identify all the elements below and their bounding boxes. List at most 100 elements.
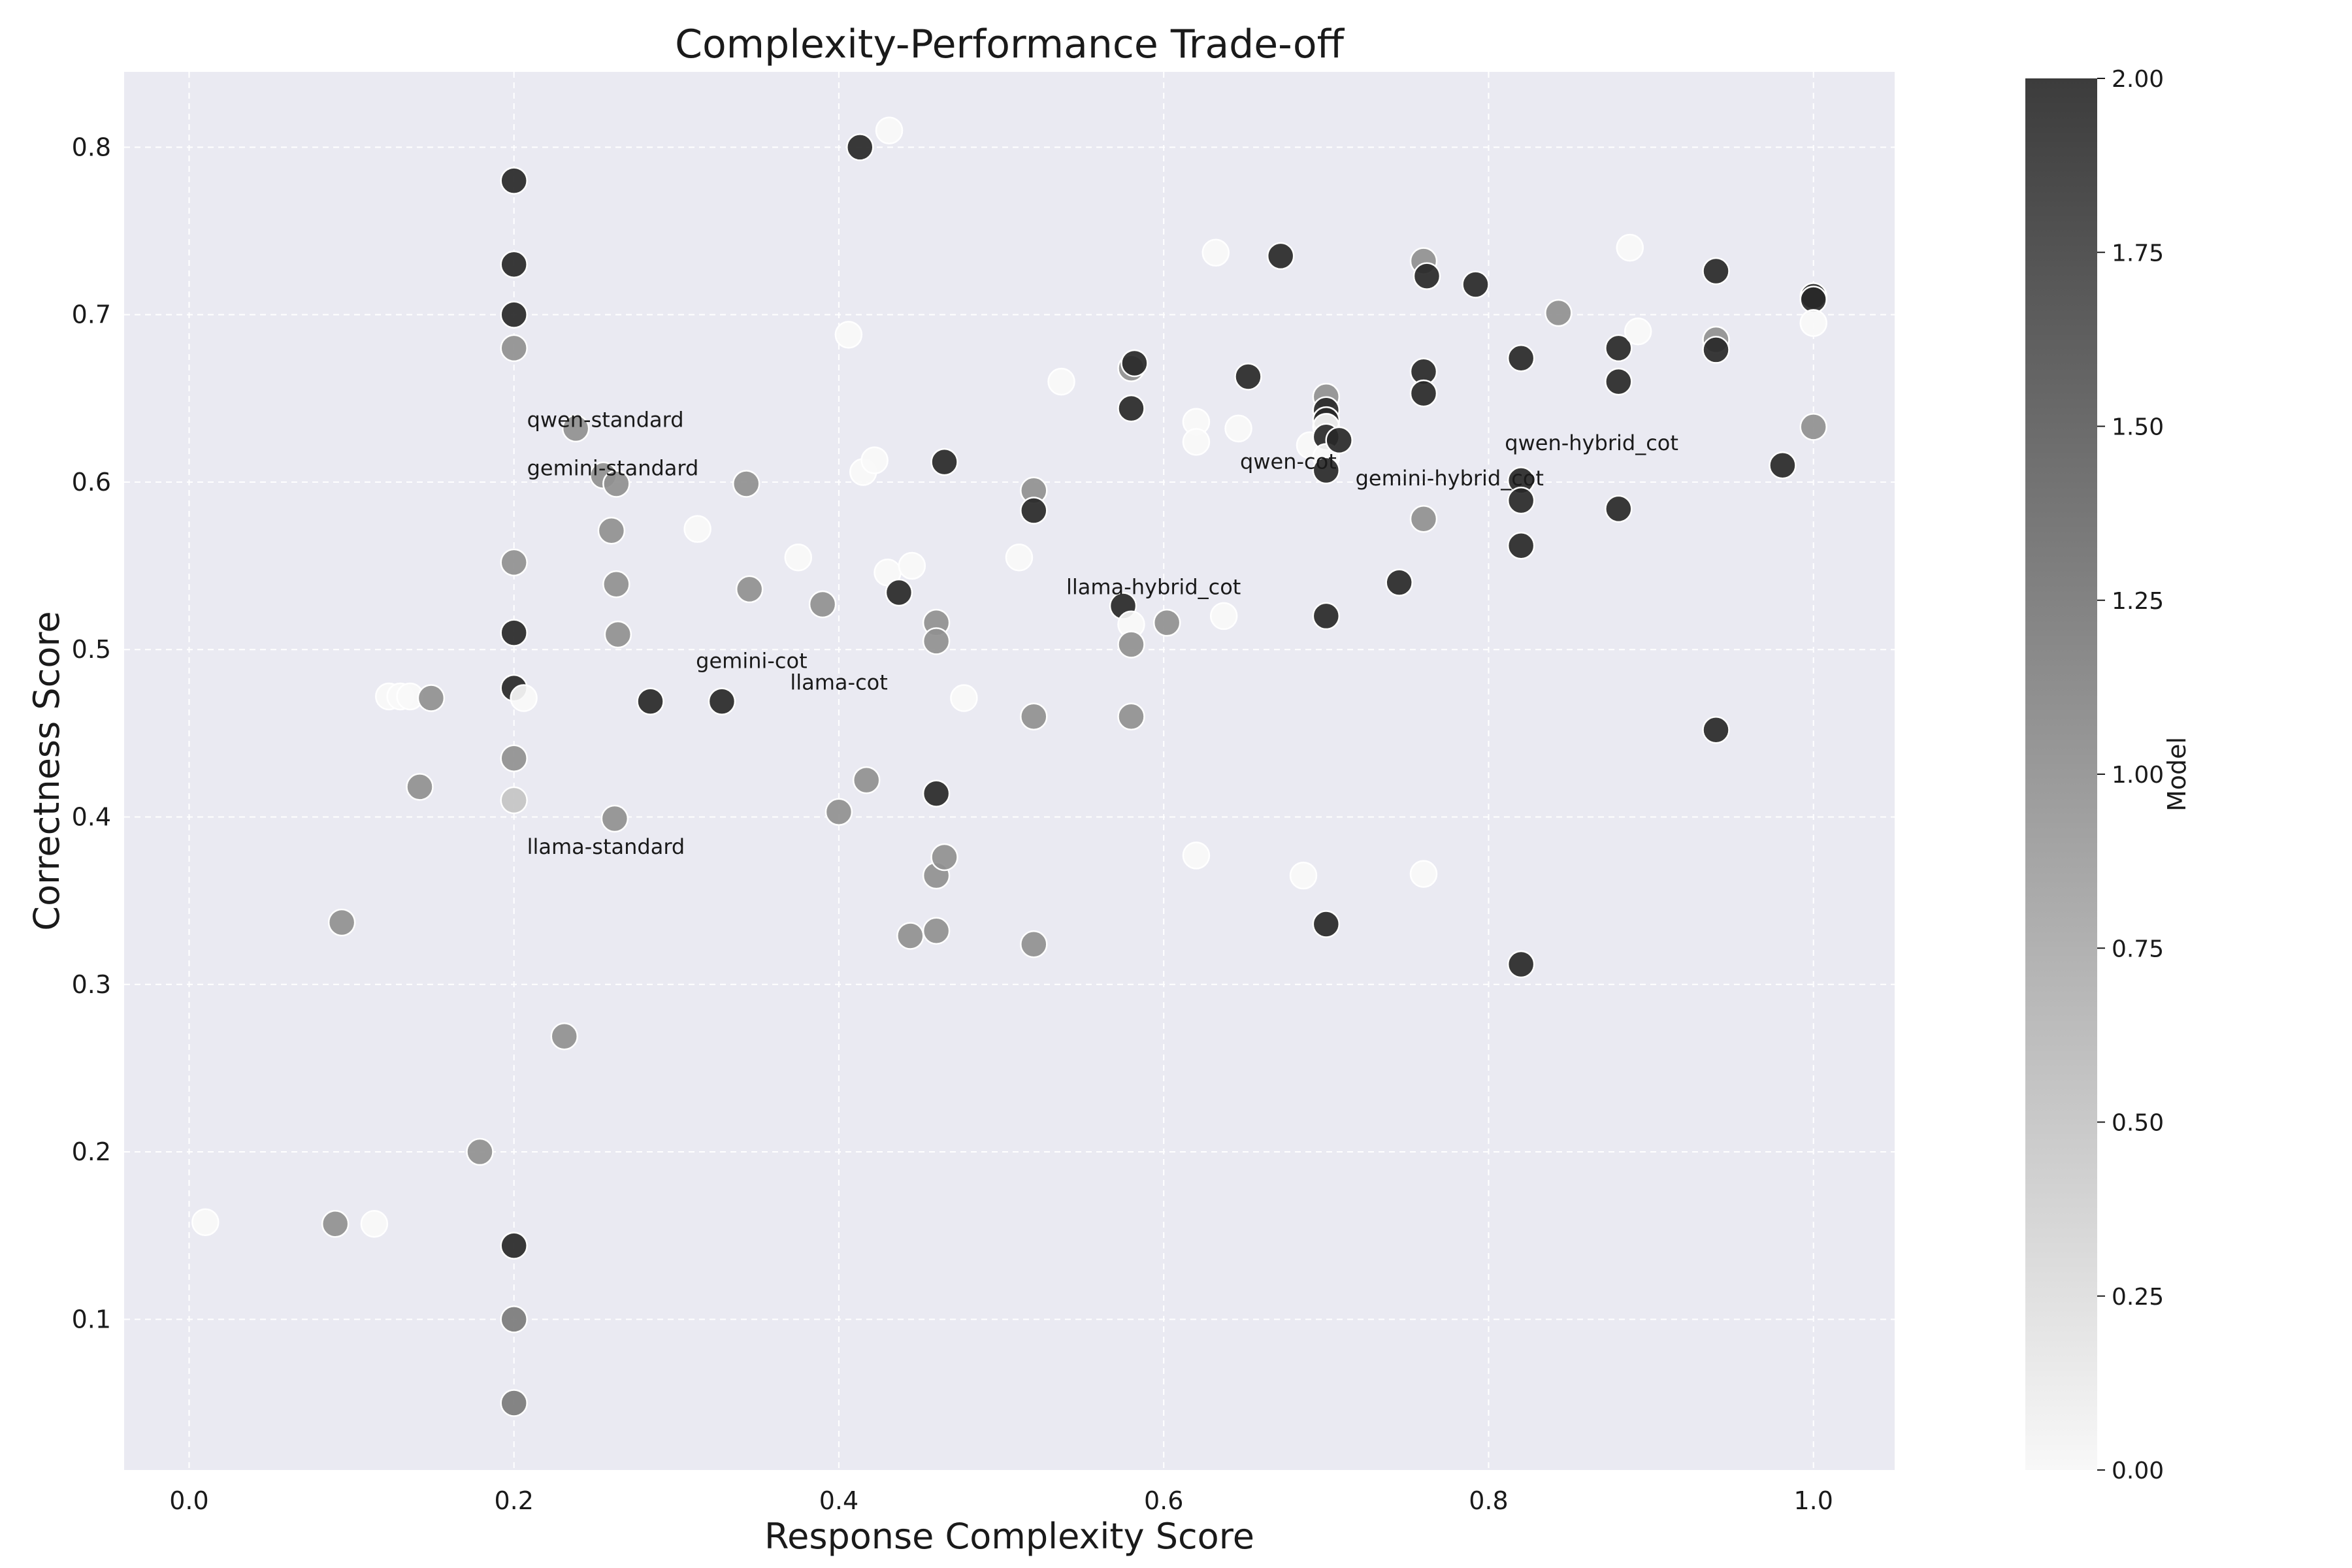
data-point [1312, 602, 1341, 630]
x-tick-label: 0.2 [494, 1486, 533, 1515]
point-annotation: qwen-standard [527, 407, 684, 432]
point-annotation: gemini-hybrid_cot [1356, 466, 1544, 491]
data-point [500, 167, 528, 195]
data-point [604, 620, 632, 649]
data-point [1507, 950, 1535, 979]
y-tick-label: 0.5 [72, 635, 111, 664]
data-point [708, 687, 736, 715]
data-point [597, 516, 626, 545]
x-axis-label: Response Complexity Score [764, 1516, 1254, 1557]
data-point [360, 1210, 389, 1238]
colorbar [2025, 78, 2097, 1470]
data-point [1616, 233, 1644, 262]
data-point [1799, 309, 1827, 337]
colorbar-tick-label: 0.75 [2112, 936, 2164, 962]
data-point [875, 116, 904, 144]
data-point [191, 1208, 220, 1236]
data-point [1117, 394, 1145, 423]
data-point [1409, 505, 1438, 533]
data-point [1605, 334, 1633, 363]
data-point [922, 779, 951, 808]
data-point [327, 908, 356, 937]
point-annotation: llama-standard [527, 834, 685, 859]
data-point [1120, 349, 1149, 378]
data-point [636, 687, 664, 715]
data-point [1507, 486, 1535, 515]
data-point [406, 773, 434, 801]
data-point [1117, 630, 1145, 659]
data-point [1409, 379, 1438, 408]
data-point [1769, 451, 1797, 480]
data-point [1462, 270, 1490, 299]
data-point [1624, 317, 1652, 346]
data-point [417, 684, 446, 712]
data-point [898, 551, 926, 580]
data-point [1702, 715, 1730, 744]
data-point [1409, 860, 1438, 888]
data-point [1152, 608, 1181, 637]
y-tick-label: 0.6 [72, 468, 111, 497]
data-point [500, 548, 528, 577]
data-point [500, 250, 528, 278]
data-point [1182, 841, 1211, 870]
data-point [683, 515, 711, 543]
data-point [1005, 543, 1034, 572]
point-annotation: llama-cot [790, 670, 887, 695]
y-tick-label: 0.1 [72, 1305, 111, 1333]
data-point [1020, 497, 1048, 525]
data-point [950, 684, 978, 712]
data-point [500, 1305, 528, 1333]
point-annotation: gemini-cot [696, 648, 808, 673]
y-tick-label: 0.7 [72, 301, 111, 329]
y-tick-label: 0.3 [72, 970, 111, 999]
data-point [808, 590, 837, 619]
data-point [784, 543, 813, 572]
data-point [561, 414, 590, 443]
data-point [500, 786, 528, 815]
data-point [1312, 456, 1341, 485]
data-point [732, 470, 760, 498]
data-point [550, 1022, 579, 1051]
y-tick-label: 0.8 [72, 133, 111, 161]
data-point [1605, 495, 1633, 523]
data-points [191, 116, 1827, 1417]
data-point [1117, 702, 1145, 730]
y-tick-label: 0.4 [72, 802, 111, 831]
data-point [885, 578, 913, 607]
data-point [852, 766, 881, 794]
data-point [1325, 426, 1353, 455]
colorbar-tick-label: 0.50 [2112, 1110, 2164, 1137]
data-point [825, 798, 853, 826]
data-point [500, 1232, 528, 1260]
data-point [1289, 861, 1318, 890]
point-annotations: qwen-standardgemini-standardgemini-cotll… [527, 407, 1678, 859]
data-point [930, 448, 958, 476]
data-point [930, 843, 958, 872]
data-point [1020, 702, 1048, 730]
data-point [922, 627, 951, 655]
y-tick-label: 0.2 [72, 1137, 111, 1166]
data-point [1507, 532, 1535, 560]
data-point [846, 133, 874, 161]
data-point [1047, 367, 1075, 396]
data-point [1209, 602, 1238, 630]
data-point [1182, 428, 1211, 456]
chart-title: Complexity-Performance Trade-off [675, 22, 1345, 67]
x-tick-label: 0.6 [1144, 1486, 1183, 1515]
colorbar-tick-label: 1.50 [2112, 414, 2164, 441]
x-axis-ticks: 0.0 0.2 0.4 0.6 0.8 1.0 [169, 1486, 1833, 1515]
y-axis-label: Correctness Score [26, 611, 67, 930]
x-tick-label: 0.4 [819, 1486, 858, 1515]
colorbar-tick-label: 1.75 [2112, 240, 2164, 267]
data-point [602, 570, 630, 598]
x-tick-label: 0.8 [1469, 1486, 1508, 1515]
colorbar-tick-label: 0.00 [2112, 1458, 2164, 1484]
colorbar-ticks: 0.00 0.25 0.50 0.75 1.00 1.25 1.50 1.75 2.00 [2097, 66, 2164, 1484]
x-tick-label: 0.0 [169, 1486, 208, 1515]
data-point [1201, 238, 1230, 267]
plot-area [124, 72, 1895, 1470]
data-point [321, 1210, 350, 1238]
colorbar-tick-label: 1.25 [2112, 588, 2164, 615]
data-point [1507, 344, 1535, 372]
